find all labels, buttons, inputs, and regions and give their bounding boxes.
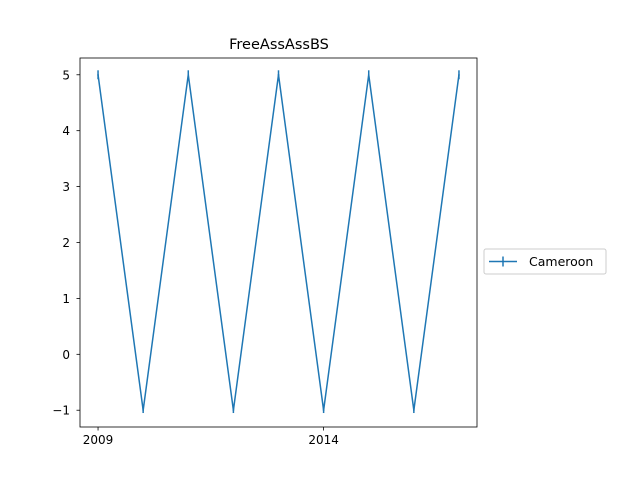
series-layer [97, 70, 460, 414]
legend-label-cameroon: Cameroon [529, 254, 593, 269]
x-tick-label: 2014 [308, 433, 339, 447]
data-point [458, 73, 460, 76]
y-tick-label: 5 [62, 68, 70, 82]
data-point [142, 409, 144, 412]
data-point [322, 409, 325, 412]
data-point [413, 409, 415, 412]
y-tick-label: 3 [62, 180, 70, 194]
y-tick-label: 0 [62, 348, 70, 362]
x-tick-label: 2009 [83, 433, 114, 447]
data-point [187, 73, 190, 76]
y-tick-label: 1 [62, 292, 70, 306]
y-tick-label: 2 [62, 236, 70, 250]
y-tick-label: 4 [62, 124, 70, 138]
data-point [277, 73, 280, 76]
data-point [232, 409, 235, 412]
axes-layer: 2009 2014 −1 0 1 2 3 4 5 [52, 57, 478, 447]
y-tick-label: −1 [52, 404, 70, 418]
legend: Cameroon [483, 248, 607, 275]
legend-frame [483, 248, 607, 275]
chart-title: FreeAssAssBS [229, 37, 329, 53]
data-point [97, 73, 99, 76]
data-point [367, 73, 370, 76]
